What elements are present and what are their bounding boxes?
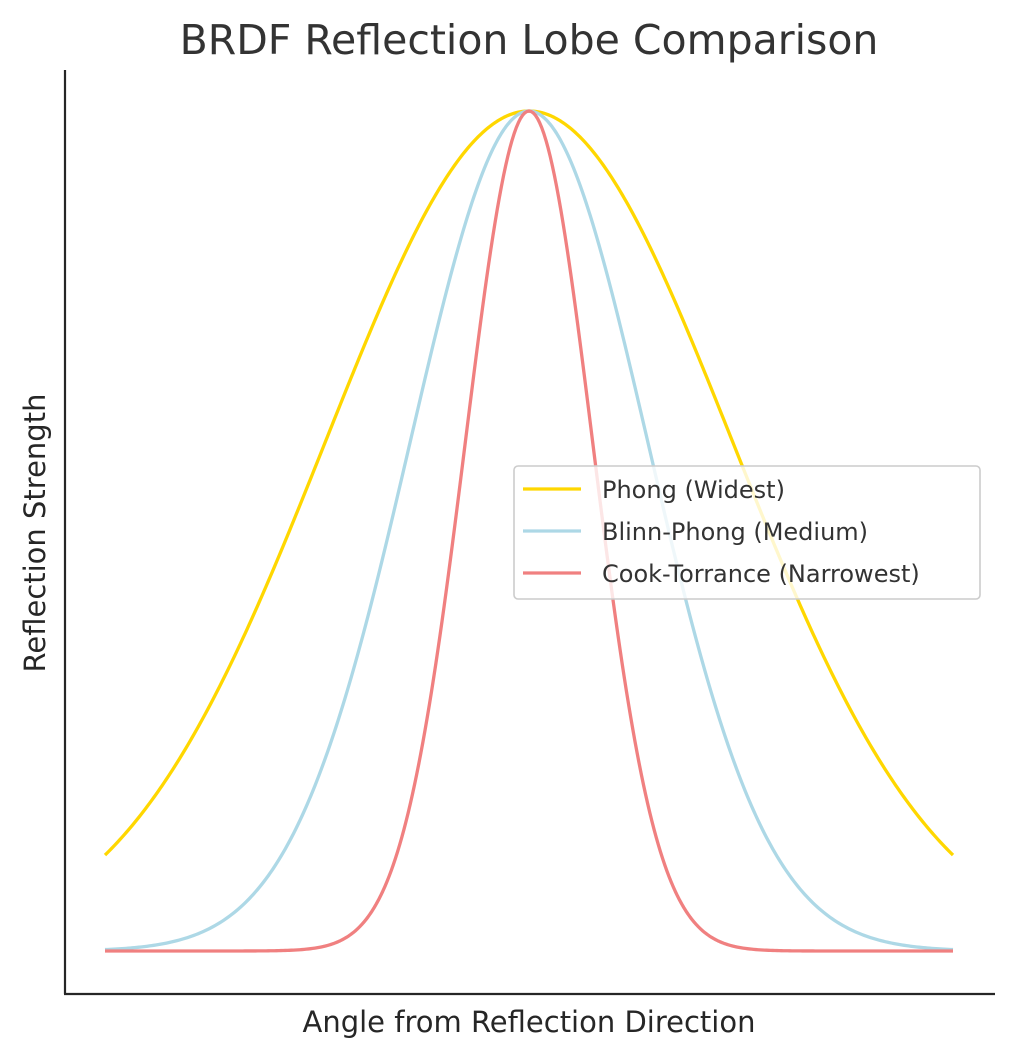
- legend-label-cook-torrance: Cook-Torrance (Narrowest): [602, 560, 920, 588]
- legend-label-phong: Phong (Widest): [602, 476, 785, 504]
- plot-series-group: [103, 109, 955, 953]
- chart-title: BRDF Reflection Lobe Comparison: [180, 16, 879, 64]
- y-axis-label: Reflection Strength: [18, 394, 52, 673]
- x-axis-label: Angle from Reflection Direction: [303, 1005, 756, 1039]
- legend: Phong (Widest) Blinn-Phong (Medium) Cook…: [513, 465, 981, 600]
- legend-frame: [513, 465, 981, 600]
- series-line-cook-torrance-narrowest: [105, 109, 953, 953]
- legend-label-blinn-phong: Blinn-Phong (Medium): [602, 518, 868, 546]
